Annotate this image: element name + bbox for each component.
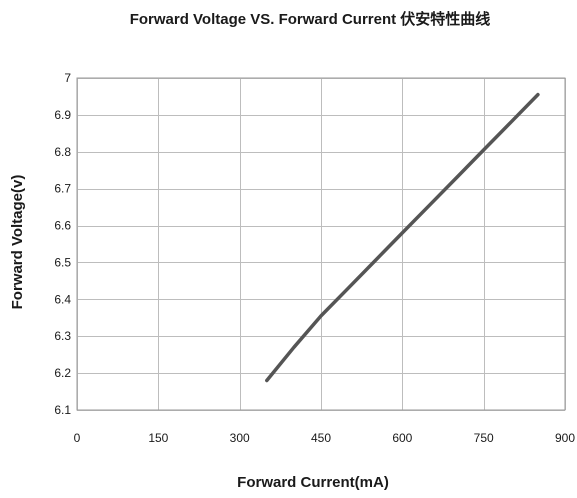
chart-title: Forward Voltage VS. Forward Current 伏安特性…	[130, 10, 491, 28]
x-tick-label: 0	[74, 431, 81, 445]
series-layer	[265, 92, 540, 383]
grid	[77, 78, 566, 411]
y-tick-label: 6.8	[54, 145, 71, 159]
x-tick-label: 750	[474, 431, 494, 445]
y-tick-label: 6.5	[54, 255, 71, 269]
y-tick-label: 7	[64, 71, 71, 85]
x-axis-tick-labels: 0 150 300 450 600 750 900	[74, 431, 576, 445]
x-tick-label: 600	[392, 431, 412, 445]
x-tick-label: 900	[555, 431, 575, 445]
y-axis-title: Forward Voltage(v)	[9, 175, 26, 310]
x-tick-label: 150	[148, 431, 168, 445]
y-tick-label: 6.2	[54, 366, 71, 380]
y-tick-label: 6.4	[54, 292, 71, 306]
x-axis-title: Forward Current(mA)	[237, 474, 389, 491]
series-line-forward-voltage	[265, 92, 540, 383]
y-tick-label: 6.6	[54, 219, 71, 233]
y-tick-label: 6.9	[54, 108, 71, 122]
y-axis-tick-labels: 6.1 6.2 6.3 6.4 6.5 6.6 6.7 6.8 6.9 7	[54, 71, 71, 417]
x-tick-label: 450	[311, 431, 331, 445]
plot-area-border	[76, 77, 566, 411]
y-tick-label: 6.3	[54, 329, 71, 343]
y-tick-label: 6.1	[54, 403, 71, 417]
y-tick-label: 6.7	[54, 182, 71, 196]
x-tick-label: 300	[230, 431, 250, 445]
